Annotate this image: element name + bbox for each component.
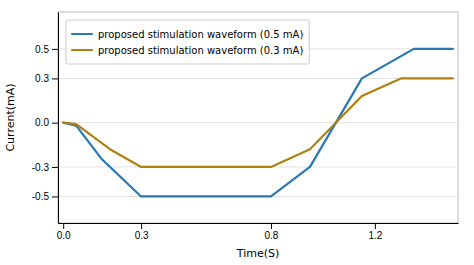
legend: proposed stimulation waveform (0.5 mA) pr… (66, 20, 309, 64)
tick-mark (271, 223, 272, 229)
y-axis: -0.5 -0.3 0.0 0.3 0.5 (32, 13, 59, 224)
tick-label: 0.3 (135, 230, 149, 241)
tick-label: -0.5 (32, 191, 50, 202)
chart: 0.0 0.3 0.8 1.2 -0.5 -0.3 0.0 0.3 0.5 Time(S) Curr… (0, 0, 474, 265)
tick-mark (52, 167, 58, 168)
legend-swatch (72, 49, 92, 51)
series-line (63, 78, 453, 167)
axis-line (58, 13, 59, 224)
tick-label: 1.2 (368, 230, 382, 241)
plot: 0.0 0.3 0.8 1.2 -0.5 -0.3 0.0 0.3 0.5 Time(S) Curr… (4, 12, 459, 260)
tick: 0.3 (135, 223, 149, 241)
legend-swatch (72, 33, 92, 35)
grid (58, 49, 458, 197)
tick-mark (52, 196, 58, 197)
legend-label: proposed stimulation waveform (0.5 mA) (98, 29, 303, 40)
tick-mark (375, 223, 376, 229)
y-axis-title: Current(mA) (4, 83, 17, 151)
legend-label: proposed stimulation waveform (0.3 mA) (98, 45, 303, 56)
tick-label: 0.8 (265, 230, 279, 241)
tick: 0.0 (35, 117, 58, 128)
tick-label: 0.0 (57, 230, 71, 241)
tick-mark (141, 223, 142, 229)
tick-mark (63, 223, 64, 229)
axis-line (59, 223, 459, 224)
plot-frame (58, 12, 458, 223)
tick-label: 0.0 (35, 117, 49, 128)
tick: -0.3 (32, 162, 58, 173)
tick: 0.8 (265, 223, 279, 241)
grid-line (58, 122, 458, 123)
tick: 0.0 (57, 223, 71, 241)
tick: 0.3 (35, 73, 58, 84)
tick-label: -0.3 (32, 162, 50, 173)
series-line (63, 49, 453, 197)
tick-label: 0.3 (35, 73, 49, 84)
tick-label: 0.5 (35, 44, 49, 55)
tick: 1.2 (368, 223, 382, 241)
x-axis-title: Time(S) (236, 247, 280, 260)
tick: -0.5 (32, 191, 58, 202)
marks (63, 49, 453, 197)
tick-mark (52, 78, 58, 79)
tick-mark (52, 49, 58, 50)
tick-mark (52, 123, 58, 124)
legend-box (66, 20, 309, 64)
x-axis: 0.0 0.3 0.8 1.2 (57, 223, 459, 241)
tick: 0.5 (35, 44, 58, 55)
